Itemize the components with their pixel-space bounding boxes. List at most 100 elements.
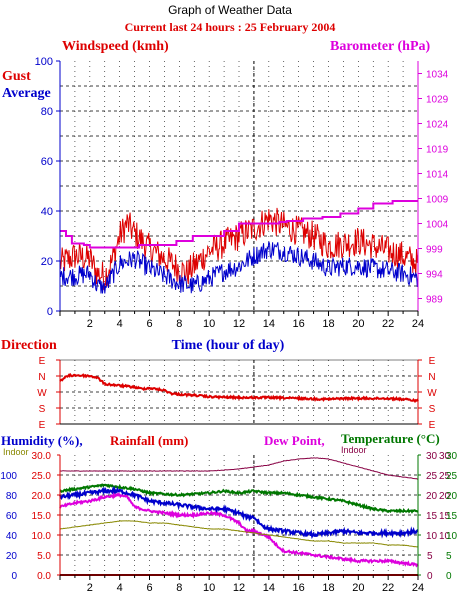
direction-left-tick-label: S (39, 404, 46, 415)
wind-right-tick-label: 1034 (426, 70, 449, 81)
rainfall-tick-label: 30.0 (32, 451, 52, 462)
humidity-tick-label: 20 (6, 551, 18, 562)
wind-right-tick-label: 1029 (426, 95, 449, 106)
wind-x-tick-label: 6 (146, 318, 152, 330)
direction-left-tick-label: W (37, 388, 47, 399)
indoor-temp-tick-label: 30 (426, 451, 438, 462)
rainfall-tick-label: 25.0 (32, 471, 52, 482)
humidity-x-tick-label: 2 (87, 582, 93, 594)
temperature-tick-label: 0 (446, 571, 452, 582)
humidity-tick-label: 0 (11, 571, 17, 582)
rainfall-tick-label: 10.0 (32, 531, 52, 542)
humidity-tick-label: 40 (6, 531, 18, 542)
page-title: Graph of Weather Data (168, 3, 292, 17)
wind-right-tick-label: 989 (426, 295, 443, 306)
indoor-dewpoint-line (59, 520, 418, 548)
wind-x-tick-label: 16 (293, 318, 305, 330)
humidity-x-tick-label: 14 (263, 582, 275, 594)
wind-left-tick-label: 80 (41, 106, 53, 118)
x-axis-label: Time (hour of day) (172, 338, 285, 353)
direction-right-tick-label: E (429, 420, 436, 431)
wind-x-tick-label: 2 (87, 318, 93, 330)
humidity-x-tick-label: 20 (352, 582, 364, 594)
wind-x-tick-label: 24 (412, 318, 424, 330)
page-subtitle: Current last 24 hours : 25 February 2004 (125, 20, 336, 34)
humidity-tick-label: 60 (6, 511, 18, 522)
wind-left-tick-label: 100 (35, 56, 53, 68)
rainfall-tick-label: 15.0 (32, 511, 52, 522)
humidity-line (59, 485, 419, 540)
humidity-tick-label: 80 (6, 491, 18, 502)
wind-right-tick-label: 1009 (426, 195, 449, 206)
wind-x-tick-label: 10 (203, 318, 215, 330)
indoor-temp-second-tick-label: 30 (439, 451, 451, 462)
wind-right-tick-label: 999 (426, 245, 443, 256)
wind-right-tick-label: 1024 (426, 120, 449, 131)
indoor-temp-second-tick-label: 0 (427, 571, 433, 582)
wind-right-tick-label: 1019 (426, 145, 449, 156)
humidity-x-tick-label: 16 (293, 582, 305, 594)
rainfall-tick-label: 20.0 (32, 491, 52, 502)
direction-left-tick-label: E (39, 356, 46, 367)
wind-left-tick-label: 60 (41, 156, 53, 168)
indoor-temperature-line (59, 457, 419, 480)
wind-x-tick-label: 12 (233, 318, 245, 330)
temperature-line (59, 483, 418, 514)
wind-x-tick-label: 18 (322, 318, 334, 330)
humidity-x-tick-label: 12 (233, 582, 245, 594)
direction-right-tick-label: W (427, 388, 437, 399)
indoor-temp-second-tick-label: 5 (427, 551, 433, 562)
humidity-x-tick-label: 6 (146, 582, 152, 594)
temperature-label: Temperature (°C) (341, 431, 440, 446)
wind-right-tick-label: 994 (426, 270, 443, 281)
direction-left-tick-label: E (39, 420, 46, 431)
temperature-tick-label: 10 (446, 531, 458, 542)
humidity-x-tick-label: 22 (382, 582, 394, 594)
direction-left-tick-label: N (38, 372, 45, 383)
wind-x-tick-label: 14 (263, 318, 275, 330)
direction-series-line (59, 372, 419, 404)
average-series-line (59, 241, 419, 294)
gust-series-line (59, 207, 419, 291)
indoor-right-label: Indoor (341, 445, 367, 455)
indoor-temp-second-tick-label: 15 (439, 511, 451, 522)
humidity-x-tick-label: 10 (203, 582, 215, 594)
humidity-tick-label: 100 (0, 471, 17, 482)
temperature-tick-label: 5 (446, 551, 452, 562)
humidity-label: Humidity (%), (1, 433, 83, 448)
windspeed-label: Windspeed (kmh) (62, 39, 169, 54)
wind-x-tick-label: 4 (117, 318, 123, 330)
indoor-temp-tick-label: 20 (426, 491, 438, 502)
direction-right-tick-label: S (429, 404, 436, 415)
gust-label: Gust (2, 69, 31, 84)
barometer-series-line (60, 200, 418, 249)
direction-right-tick-label: N (428, 372, 435, 383)
wind-left-tick-label: 20 (41, 256, 53, 268)
wind-x-tick-label: 20 (352, 318, 364, 330)
wind-right-tick-label: 1014 (426, 170, 449, 181)
humidity-x-tick-label: 24 (412, 582, 424, 594)
indoor-temp-second-tick-label: 10 (439, 531, 451, 542)
rainfall-tick-label: 5.0 (37, 551, 51, 562)
temperature-tick-label: 20 (446, 491, 458, 502)
direction-right-tick-label: E (429, 356, 436, 367)
humidity-x-tick-label: 4 (117, 582, 123, 594)
indoor-temp-tick-label: 15 (426, 511, 438, 522)
dewpoint-line (59, 492, 419, 568)
wind-x-tick-label: 8 (176, 318, 182, 330)
humidity-x-tick-label: 18 (322, 582, 334, 594)
wind-x-tick-label: 22 (382, 318, 394, 330)
temperature-tick-label: 30 (446, 451, 458, 462)
temperature-tick-label: 15 (446, 511, 458, 522)
average-label: Average (2, 86, 51, 101)
indoor-temp-tick-label: 10 (426, 531, 438, 542)
wind-left-tick-label: 0 (47, 306, 53, 318)
indoor-temp-tick-label: 25 (426, 471, 438, 482)
rainfall-label: Rainfall (mm) (110, 433, 188, 448)
indoor-left-label: Indoor (3, 447, 29, 457)
indoor-temp-second-tick-label: 20 (439, 491, 451, 502)
barometer-label: Barometer (hPa) (330, 39, 431, 54)
humidity-x-tick-label: 8 (176, 582, 182, 594)
direction-label: Direction (1, 338, 57, 353)
